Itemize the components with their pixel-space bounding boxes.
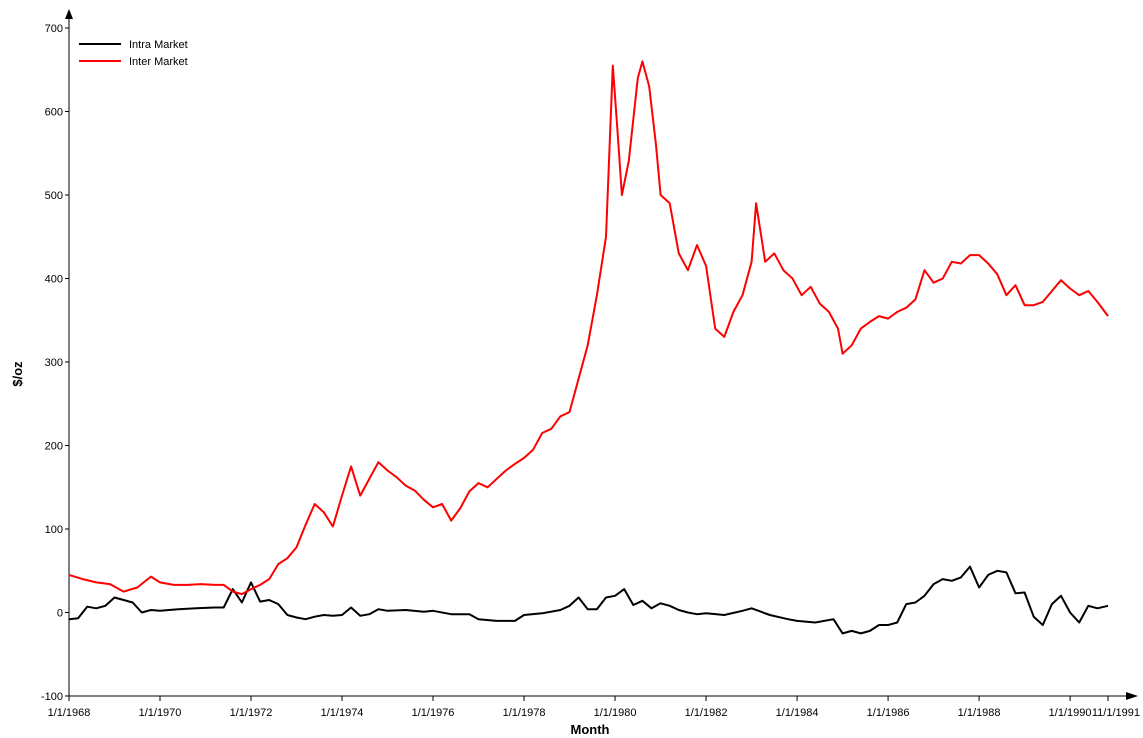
- legend: Intra Market Inter Market: [79, 39, 188, 68]
- y-tick-label: 300: [45, 357, 63, 369]
- x-tick-label: 1/1/1984: [776, 707, 819, 719]
- y-axis-arrow: [65, 9, 73, 19]
- y-tick-label: 100: [45, 524, 63, 536]
- x-tick-label: 1/1/1968: [48, 707, 91, 719]
- x-axis-arrow: [1126, 692, 1138, 700]
- x-tick-label: 1/1/1974: [321, 707, 364, 719]
- legend-label-inter-market: Inter Market: [129, 56, 188, 68]
- y-tick-label: -100: [41, 691, 63, 703]
- y-axis-title: $/oz: [10, 361, 25, 387]
- series-line-intra-market: [68, 565, 1109, 635]
- x-tick-label: 1/1/1972: [230, 707, 273, 719]
- x-tick-label: 1/1/1970: [139, 707, 182, 719]
- x-tick-label: 1/1/1978: [503, 707, 546, 719]
- x-tick-label: 1/1/1988: [958, 707, 1001, 719]
- legend-label-intra-market: Intra Market: [129, 39, 188, 51]
- x-tick-label: 1/1/1990: [1049, 707, 1092, 719]
- y-ticks: -100 0 100 200 300 400 500 600 700: [41, 23, 69, 703]
- y-tick-label: 700: [45, 23, 63, 35]
- x-tick-label: 1/1/1976: [412, 707, 455, 719]
- y-tick-label: 0: [57, 608, 63, 620]
- x-tick-label: 1/1/1980: [594, 707, 637, 719]
- x-tick-label: 1/1/1986: [867, 707, 910, 719]
- y-tick-label: 200: [45, 441, 63, 453]
- y-tick-label: 400: [45, 274, 63, 286]
- y-tick-label: 500: [45, 190, 63, 202]
- series-layer: [68, 60, 1109, 635]
- x-axis-title: Month: [571, 722, 610, 737]
- series-line-inter-market: [68, 60, 1109, 596]
- x-tick-label: 1/1/1982: [685, 707, 728, 719]
- y-tick-label: 600: [45, 107, 63, 119]
- x-tick-label: 11/1/1991: [1092, 707, 1140, 719]
- x-ticks: 1/1/1968 1/1/1970 1/1/1972 1/1/1974 1/1/1976…: [48, 696, 1140, 719]
